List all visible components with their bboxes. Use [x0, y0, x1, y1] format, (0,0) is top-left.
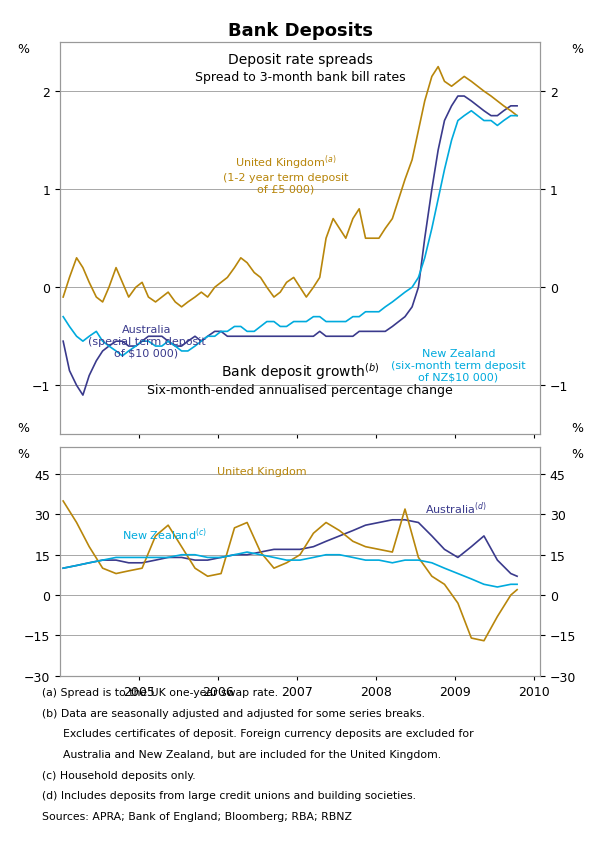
Text: Australia and New Zealand, but are included for the United Kingdom.: Australia and New Zealand, but are inclu… [42, 749, 441, 759]
Text: %: % [571, 448, 583, 461]
Text: United Kingdom: United Kingdom [217, 466, 307, 476]
Text: United Kingdom$^{(a)}$
(1-2 year term deposit
of £5 000): United Kingdom$^{(a)}$ (1-2 year term de… [223, 152, 349, 195]
Text: (b) Data are seasonally adjusted and adjusted for some series breaks.: (b) Data are seasonally adjusted and adj… [42, 708, 425, 718]
Text: %: % [17, 43, 29, 56]
Text: %: % [571, 422, 583, 435]
Text: Sources: APRA; Bank of England; Bloomberg; RBA; RBNZ: Sources: APRA; Bank of England; Bloomber… [42, 811, 352, 821]
Text: (d) Includes deposits from large credit unions and building societies.: (d) Includes deposits from large credit … [42, 790, 416, 801]
Text: (c) Household deposits only.: (c) Household deposits only. [42, 770, 196, 780]
Text: (a) Spread is to the UK one-year swap rate.: (a) Spread is to the UK one-year swap ra… [42, 687, 278, 697]
Text: New Zealand$^{(c)}$: New Zealand$^{(c)}$ [122, 525, 207, 542]
Text: %: % [17, 448, 29, 461]
Text: Six-month-ended annualised percentage change: Six-month-ended annualised percentage ch… [147, 384, 453, 397]
Text: %: % [17, 422, 29, 435]
Text: Australia$^{(d)}$: Australia$^{(d)}$ [425, 500, 487, 517]
Text: Bank Deposits: Bank Deposits [227, 22, 373, 40]
Text: Bank deposit growth$^{(b)}$: Bank deposit growth$^{(b)}$ [221, 361, 379, 382]
Text: Excludes certificates of deposit. Foreign currency deposits are excluded for: Excludes certificates of deposit. Foreig… [42, 728, 473, 739]
Text: %: % [571, 43, 583, 56]
Text: Deposit rate spreads: Deposit rate spreads [227, 53, 373, 67]
Text: Spread to 3-month bank bill rates: Spread to 3-month bank bill rates [194, 71, 406, 84]
Text: Australia
(special term deposit
of $10 000): Australia (special term deposit of $10 0… [88, 325, 205, 358]
Text: New Zealand
(six-month term deposit
of NZ$10 000): New Zealand (six-month term deposit of N… [391, 349, 526, 381]
